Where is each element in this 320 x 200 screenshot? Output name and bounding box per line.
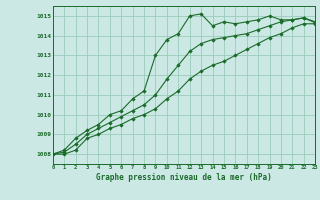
X-axis label: Graphe pression niveau de la mer (hPa): Graphe pression niveau de la mer (hPa) [96,173,272,182]
